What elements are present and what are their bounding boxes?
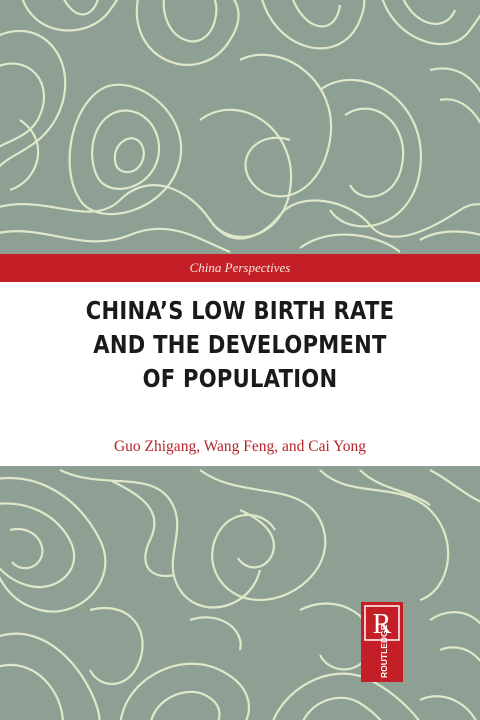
title-line-2: AND THE DEVELOPMENT — [93, 330, 387, 359]
series-label: China Perspectives — [189, 260, 291, 275]
title-line-1: CHINA’S LOW BIRTH RATE — [85, 296, 395, 325]
book-authors: Guo Zhigang, Wang Feng, and Cai Yong — [113, 438, 367, 455]
title-panel: CHINA’S LOW BIRTH RATE AND THE DEVELOPME… — [0, 282, 480, 466]
routledge-logo-icon: R ROUTLEDGE — [361, 602, 403, 682]
series-band: China Perspectives — [0, 254, 480, 282]
title-line-3: OF POPULATION — [142, 364, 338, 393]
svg-text:R: R — [373, 609, 392, 640]
publisher-logo-text: ROUTLEDGE — [379, 624, 389, 678]
book-title: CHINA’S LOW BIRTH RATE AND THE DEVELOPME… — [34, 294, 447, 396]
